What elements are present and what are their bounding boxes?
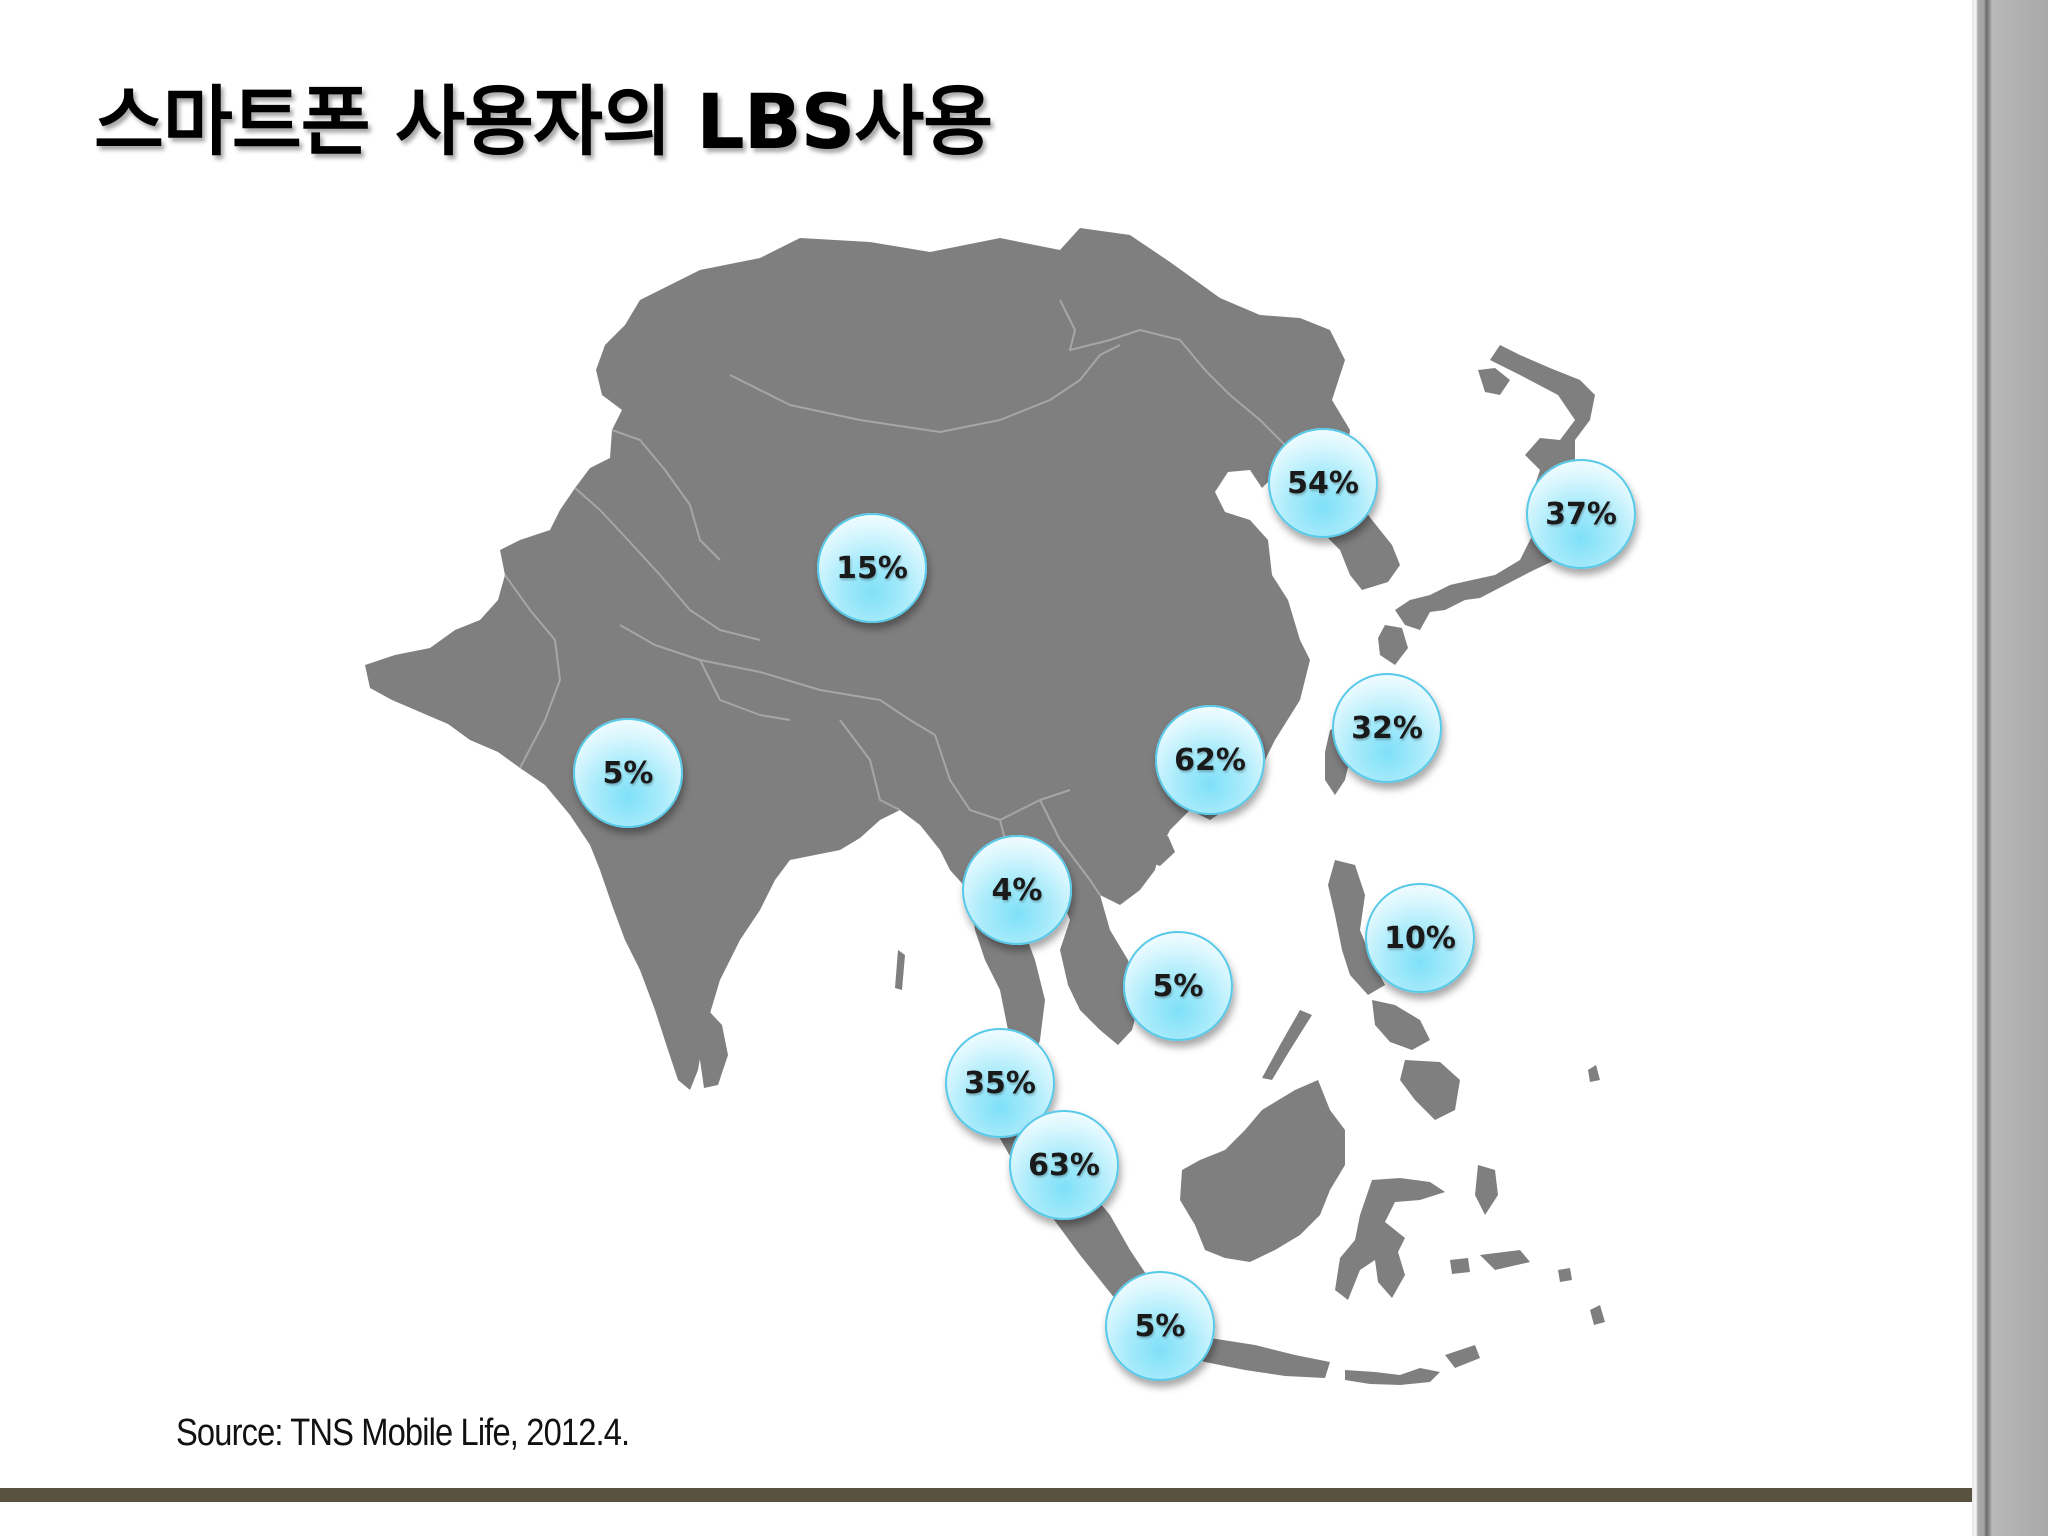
japan-shape (1395, 345, 1595, 630)
visayas-shape (1372, 1000, 1430, 1050)
slide: 스마트폰 사용자의 LBS사용 (0, 77, 1972, 1502)
andaman-shape (895, 950, 905, 990)
border-kazakh (611, 429, 721, 561)
hainan-shape (1142, 836, 1175, 866)
border-tibet (619, 624, 936, 736)
marker-taiwan[interactable]: 32% (1332, 673, 1442, 783)
seram-shape (1480, 1250, 1530, 1270)
mindanao-shape (1400, 1060, 1460, 1120)
buru-shape (1450, 1258, 1470, 1274)
small-island-2 (1590, 1305, 1605, 1325)
timor-shape (1445, 1345, 1480, 1368)
hokkaido-shape (1478, 368, 1510, 395)
marker-vietnam[interactable]: 5% (1123, 931, 1233, 1041)
right-edge-bar (1972, 0, 2048, 1536)
border-bangladesh (839, 719, 901, 811)
marker-korea[interactable]: 54% (1268, 428, 1378, 538)
borneo-shape (1180, 1080, 1345, 1262)
border-russia (1059, 299, 1306, 471)
marker-japan[interactable]: 37% (1526, 459, 1636, 569)
marker-china[interactable]: 15% (817, 513, 927, 623)
small-island-1 (1588, 1065, 1600, 1082)
asia-map (365, 228, 1605, 1385)
source-citation: Source: TNS Mobile Life, 2012.4. (176, 1412, 630, 1454)
kyushu-shape (1378, 625, 1408, 665)
sulawesi-shape (1335, 1178, 1445, 1300)
border-myanmar (934, 734, 1071, 821)
mainland-asia-shape (365, 228, 1350, 1090)
marker-philippines[interactable]: 10% (1365, 883, 1475, 993)
border-nepal (699, 659, 791, 721)
border-mongolia (729, 344, 1121, 433)
small-island-3 (1558, 1268, 1572, 1282)
border-central-asia (574, 487, 761, 641)
marker-thailand[interactable]: 4% (962, 835, 1072, 945)
marker-singapore[interactable]: 63% (1009, 1110, 1119, 1220)
halmahera-shape (1475, 1165, 1498, 1215)
footer-divider (0, 1488, 1972, 1502)
palawan-shape (1262, 1010, 1312, 1080)
marker-hongkong[interactable]: 62% (1155, 705, 1265, 815)
marker-indonesia[interactable]: 5% (1105, 1271, 1215, 1381)
lesser-sunda-shape (1345, 1368, 1440, 1385)
border-pakistan (504, 574, 561, 769)
border-laos (1039, 799, 1101, 896)
marker-india[interactable]: 5% (573, 718, 683, 828)
sri-lanka-shape (700, 1010, 728, 1088)
slide-title: 스마트폰 사용자의 LBS사용 (94, 77, 993, 166)
